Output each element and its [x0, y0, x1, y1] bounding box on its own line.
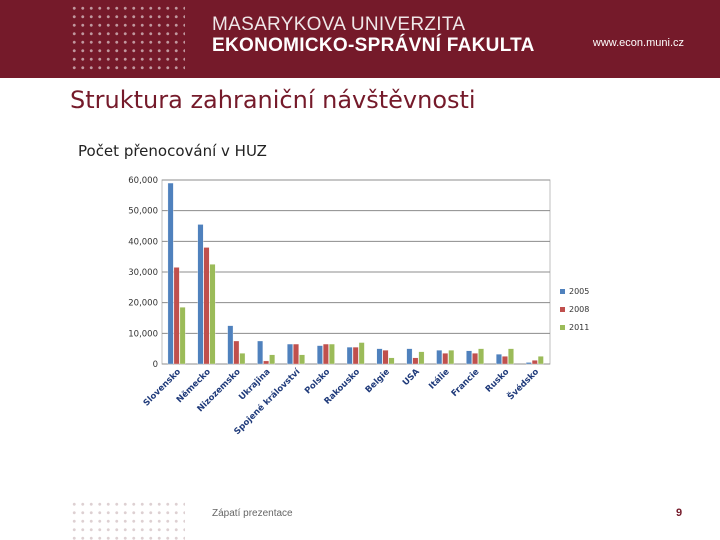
- bar-2008: [502, 356, 508, 365]
- bar-2011: [448, 350, 455, 365]
- bar-2005: [406, 348, 413, 365]
- bar-2008: [263, 360, 270, 365]
- bar-2005: [287, 343, 293, 365]
- faculty-name: EKONOMICKO-SPRÁVNÍ FAKULTA: [212, 35, 535, 56]
- legend-swatch-2011: [560, 325, 565, 330]
- bar-2008: [173, 267, 180, 365]
- bar-2005: [466, 350, 472, 365]
- y-tick-label: 10,000: [128, 329, 158, 339]
- website-url[interactable]: www.econ.muni.cz: [592, 37, 684, 49]
- bar-2005: [227, 325, 234, 365]
- bar-2005: [496, 354, 502, 365]
- bar-2008: [293, 343, 299, 365]
- header-banner: MASARYKOVA UNIVERZITA EKONOMICKO-SPRÁVNÍ…: [0, 0, 720, 78]
- bar-2011: [179, 307, 186, 365]
- bar-2011: [299, 354, 305, 365]
- bar-2008: [531, 360, 538, 365]
- logo-dots-pattern: [70, 4, 185, 74]
- bar-2008: [203, 247, 210, 365]
- bar-2005: [197, 224, 204, 365]
- bar-2008: [233, 340, 240, 365]
- bar-2008: [382, 350, 389, 365]
- x-tick-label: Slovensko: [142, 367, 184, 409]
- bar-2008: [352, 346, 359, 365]
- x-tick-label: Polsko: [303, 367, 332, 396]
- x-tick-label: Belgie: [364, 367, 392, 395]
- bar-2011: [269, 354, 276, 365]
- university-name: MASARYKOVA UNIVERZITA: [212, 14, 466, 35]
- bar-2008: [472, 353, 478, 365]
- bar-2005: [436, 350, 443, 365]
- slide-title: Struktura zahraniční návštěvnosti: [70, 86, 476, 114]
- footer-dots-pattern: [70, 500, 185, 540]
- footer-text: Zápatí prezentace: [212, 508, 293, 519]
- bar-2008: [412, 357, 419, 365]
- bar-2011: [358, 342, 365, 365]
- legend-label: 2008: [569, 305, 589, 314]
- legend-swatch-2005: [560, 289, 565, 294]
- bar-2005: [257, 340, 264, 365]
- bar-2011: [508, 348, 514, 365]
- bar-2011: [209, 264, 216, 365]
- legend-label: 2005: [569, 287, 589, 296]
- bar-2008: [442, 353, 449, 365]
- bar-2005: [346, 346, 353, 365]
- bar-2008: [323, 343, 329, 365]
- legend-label: 2011: [569, 323, 589, 332]
- y-tick-label: 0: [153, 360, 158, 370]
- bar-2005: [317, 345, 323, 365]
- bar-2011: [537, 356, 544, 365]
- bar-2011: [388, 357, 395, 365]
- x-tick-label: Francie: [450, 367, 482, 399]
- x-tick-label: Švédsko: [505, 366, 542, 403]
- page-number: 9: [676, 507, 683, 519]
- x-tick-label: USA: [401, 367, 422, 388]
- y-tick-label: 60,000: [128, 176, 158, 186]
- bar-2011: [418, 351, 425, 365]
- y-tick-label: 30,000: [128, 268, 158, 278]
- y-tick-label: 50,000: [128, 207, 158, 217]
- bar-2005: [167, 182, 174, 365]
- bar-2011: [239, 353, 246, 365]
- y-tick-label: 20,000: [128, 299, 158, 309]
- bar-2005: [376, 348, 383, 365]
- x-tick-label: Rusko: [484, 367, 512, 395]
- bar-2011: [478, 348, 484, 365]
- y-tick-label: 40,000: [128, 237, 158, 247]
- legend-swatch-2008: [560, 307, 565, 312]
- chart-title: Počet přenocování v HUZ: [78, 142, 267, 160]
- bar-2005: [525, 362, 532, 365]
- x-tick-label: Itálie: [427, 367, 452, 392]
- bar-2011: [329, 343, 335, 365]
